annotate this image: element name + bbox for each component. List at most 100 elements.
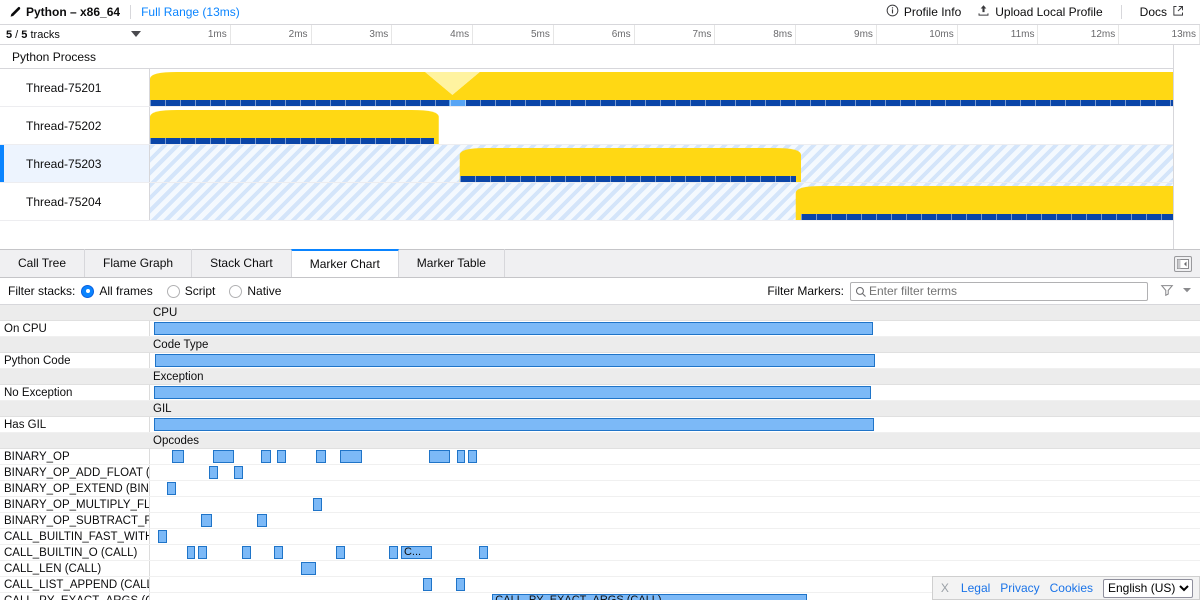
radio-icon[interactable] — [166, 284, 180, 298]
marker-row-label[interactable]: Python Code — [0, 353, 150, 368]
search-input[interactable] — [869, 282, 1147, 300]
marker-row-track[interactable]: Exception — [150, 369, 1200, 384]
chevron-down-icon[interactable] — [131, 31, 141, 37]
marker-row[interactable]: BINARY_OP_SUBTRACT_FL... — [0, 513, 1200, 529]
marker-block[interactable] — [261, 450, 271, 463]
marker-row-track[interactable] — [150, 529, 1200, 544]
marker-row-track[interactable]: CPU — [150, 305, 1200, 320]
track-activity-graph[interactable] — [150, 107, 1200, 144]
marker-row-label[interactable]: CALL_BUILTIN_FAST_WITH... — [0, 529, 150, 544]
marker-row-label[interactable]: CALL_LEN (CALL) — [0, 561, 150, 576]
marker-row[interactable]: BINARY_OP_ADD_FLOAT (B... — [0, 465, 1200, 481]
privacy-link[interactable]: Privacy — [1000, 581, 1040, 595]
marker-row-track[interactable] — [150, 497, 1200, 512]
track-activity-graph[interactable] — [150, 183, 1200, 220]
timeline-track-row[interactable]: Thread-75203 — [0, 145, 1200, 183]
marker-block[interactable] — [234, 466, 244, 479]
language-select[interactable]: English (US) — [1103, 578, 1193, 598]
profile-info-button[interactable]: Profile Info — [878, 2, 969, 22]
marker-row-label[interactable]: BINARY_OP_MULTIPLY_FL... — [0, 497, 150, 512]
marker-block[interactable] — [186, 546, 196, 559]
docs-button[interactable]: Docs — [1132, 3, 1192, 22]
track-label[interactable]: Thread-75204 — [0, 183, 150, 220]
marker-block[interactable] — [312, 498, 323, 511]
radio-icon[interactable] — [81, 284, 95, 298]
marker-row-label[interactable]: CALL_PY_EXACT_ARGS (C... — [0, 593, 150, 600]
process-header[interactable]: Python Process — [0, 45, 1200, 69]
funnel-icon[interactable] — [1160, 283, 1174, 300]
marker-row-track[interactable]: GIL — [150, 401, 1200, 416]
tracks-selector[interactable]: 5 / 5 tracks — [0, 25, 150, 44]
filter-option-all-frames[interactable]: All frames — [81, 284, 153, 298]
marker-row-track[interactable] — [150, 481, 1200, 496]
marker-block[interactable] — [198, 546, 207, 559]
marker-block[interactable] — [154, 418, 875, 431]
cookies-link[interactable]: Cookies — [1049, 581, 1093, 595]
marker-block[interactable] — [208, 466, 219, 479]
timeline-track-row[interactable]: Thread-75201 — [0, 69, 1200, 107]
marker-row[interactable]: BINARY_OP — [0, 449, 1200, 465]
upload-local-profile-button[interactable]: Upload Local Profile — [969, 2, 1110, 22]
marker-row-track[interactable] — [150, 449, 1200, 464]
marker-row-track[interactable]: Code Type — [150, 337, 1200, 352]
marker-block[interactable] — [257, 514, 267, 527]
marker-block[interactable] — [166, 482, 177, 495]
marker-row[interactable]: Python Code — [0, 353, 1200, 369]
track-label[interactable]: Thread-75203 — [0, 145, 150, 182]
filter-option-native[interactable]: Native — [229, 284, 281, 298]
marker-block[interactable]: CALL_PY_EXACT_ARGS (CALL) — [492, 594, 808, 600]
marker-block[interactable] — [201, 514, 212, 527]
marker-row-track[interactable] — [150, 513, 1200, 528]
track-activity-graph[interactable] — [150, 69, 1200, 106]
marker-row[interactable]: CALL_BUILTIN_O (CALL) C... — [0, 545, 1200, 561]
radio-icon[interactable] — [229, 284, 243, 298]
marker-row-track[interactable] — [150, 577, 1200, 592]
marker-block[interactable] — [335, 546, 346, 559]
marker-row-track[interactable] — [150, 561, 1200, 576]
marker-row-label[interactable]: CALL_LIST_APPEND (CALL) — [0, 577, 150, 592]
marker-row[interactable]: CALL_LIST_APPEND (CALL) — [0, 577, 1200, 593]
marker-block[interactable] — [468, 450, 477, 463]
marker-block[interactable] — [301, 562, 316, 575]
timeline-track-row[interactable]: Thread-75202 — [0, 107, 1200, 145]
marker-block[interactable] — [389, 546, 398, 559]
sidebar-toggle-icon[interactable] — [1174, 256, 1192, 272]
marker-row[interactable]: BINARY_OP_MULTIPLY_FL... — [0, 497, 1200, 513]
tab-flame-graph[interactable]: Flame Graph — [85, 249, 193, 277]
marker-row-label[interactable]: BINARY_OP_SUBTRACT_FL... — [0, 513, 150, 528]
marker-block[interactable] — [158, 530, 167, 543]
full-range-button[interactable]: Full Range (13ms) — [141, 5, 240, 19]
marker-block[interactable] — [242, 546, 251, 559]
marker-block[interactable] — [155, 354, 875, 367]
marker-row-label[interactable]: On CPU — [0, 321, 150, 336]
marker-row-label[interactable]: No Exception — [0, 385, 150, 400]
filter-option-script[interactable]: Script — [166, 284, 215, 298]
marker-row-track[interactable] — [150, 385, 1200, 400]
marker-block[interactable] — [340, 450, 363, 463]
track-label[interactable]: Thread-75201 — [0, 69, 150, 106]
marker-row-track[interactable]: C... — [150, 545, 1200, 560]
marker-row-label[interactable]: BINARY_OP_EXTEND (BINA... — [0, 481, 150, 496]
tab-marker-table[interactable]: Marker Table — [399, 249, 505, 277]
marker-row[interactable]: CALL_PY_EXACT_ARGS (C... CALL_PY_EXACT_AR… — [0, 593, 1200, 600]
legal-link[interactable]: Legal — [960, 581, 991, 595]
marker-row-label[interactable]: CALL_BUILTIN_O (CALL) — [0, 545, 150, 560]
marker-row-track[interactable]: Opcodes — [150, 433, 1200, 448]
tab-stack-chart[interactable]: Stack Chart — [192, 249, 292, 277]
close-icon[interactable]: X — [940, 581, 949, 595]
track-activity-graph[interactable] — [150, 145, 1200, 182]
marker-block[interactable] — [478, 546, 489, 559]
marker-block[interactable] — [455, 578, 465, 591]
marker-block[interactable] — [429, 450, 451, 463]
marker-row[interactable]: CALL_LEN (CALL) — [0, 561, 1200, 577]
marker-block[interactable] — [423, 578, 433, 591]
marker-row[interactable]: Has GIL — [0, 417, 1200, 433]
marker-block[interactable] — [273, 546, 284, 559]
marker-row[interactable]: CALL_BUILTIN_FAST_WITH... — [0, 529, 1200, 545]
marker-row-track[interactable] — [150, 321, 1200, 336]
marker-block[interactable] — [277, 450, 287, 463]
marker-row-label[interactable]: Has GIL — [0, 417, 150, 432]
timeline-track-row[interactable]: Thread-75204 — [0, 183, 1200, 221]
marker-block[interactable] — [315, 450, 327, 463]
marker-block[interactable]: C... — [400, 546, 433, 559]
